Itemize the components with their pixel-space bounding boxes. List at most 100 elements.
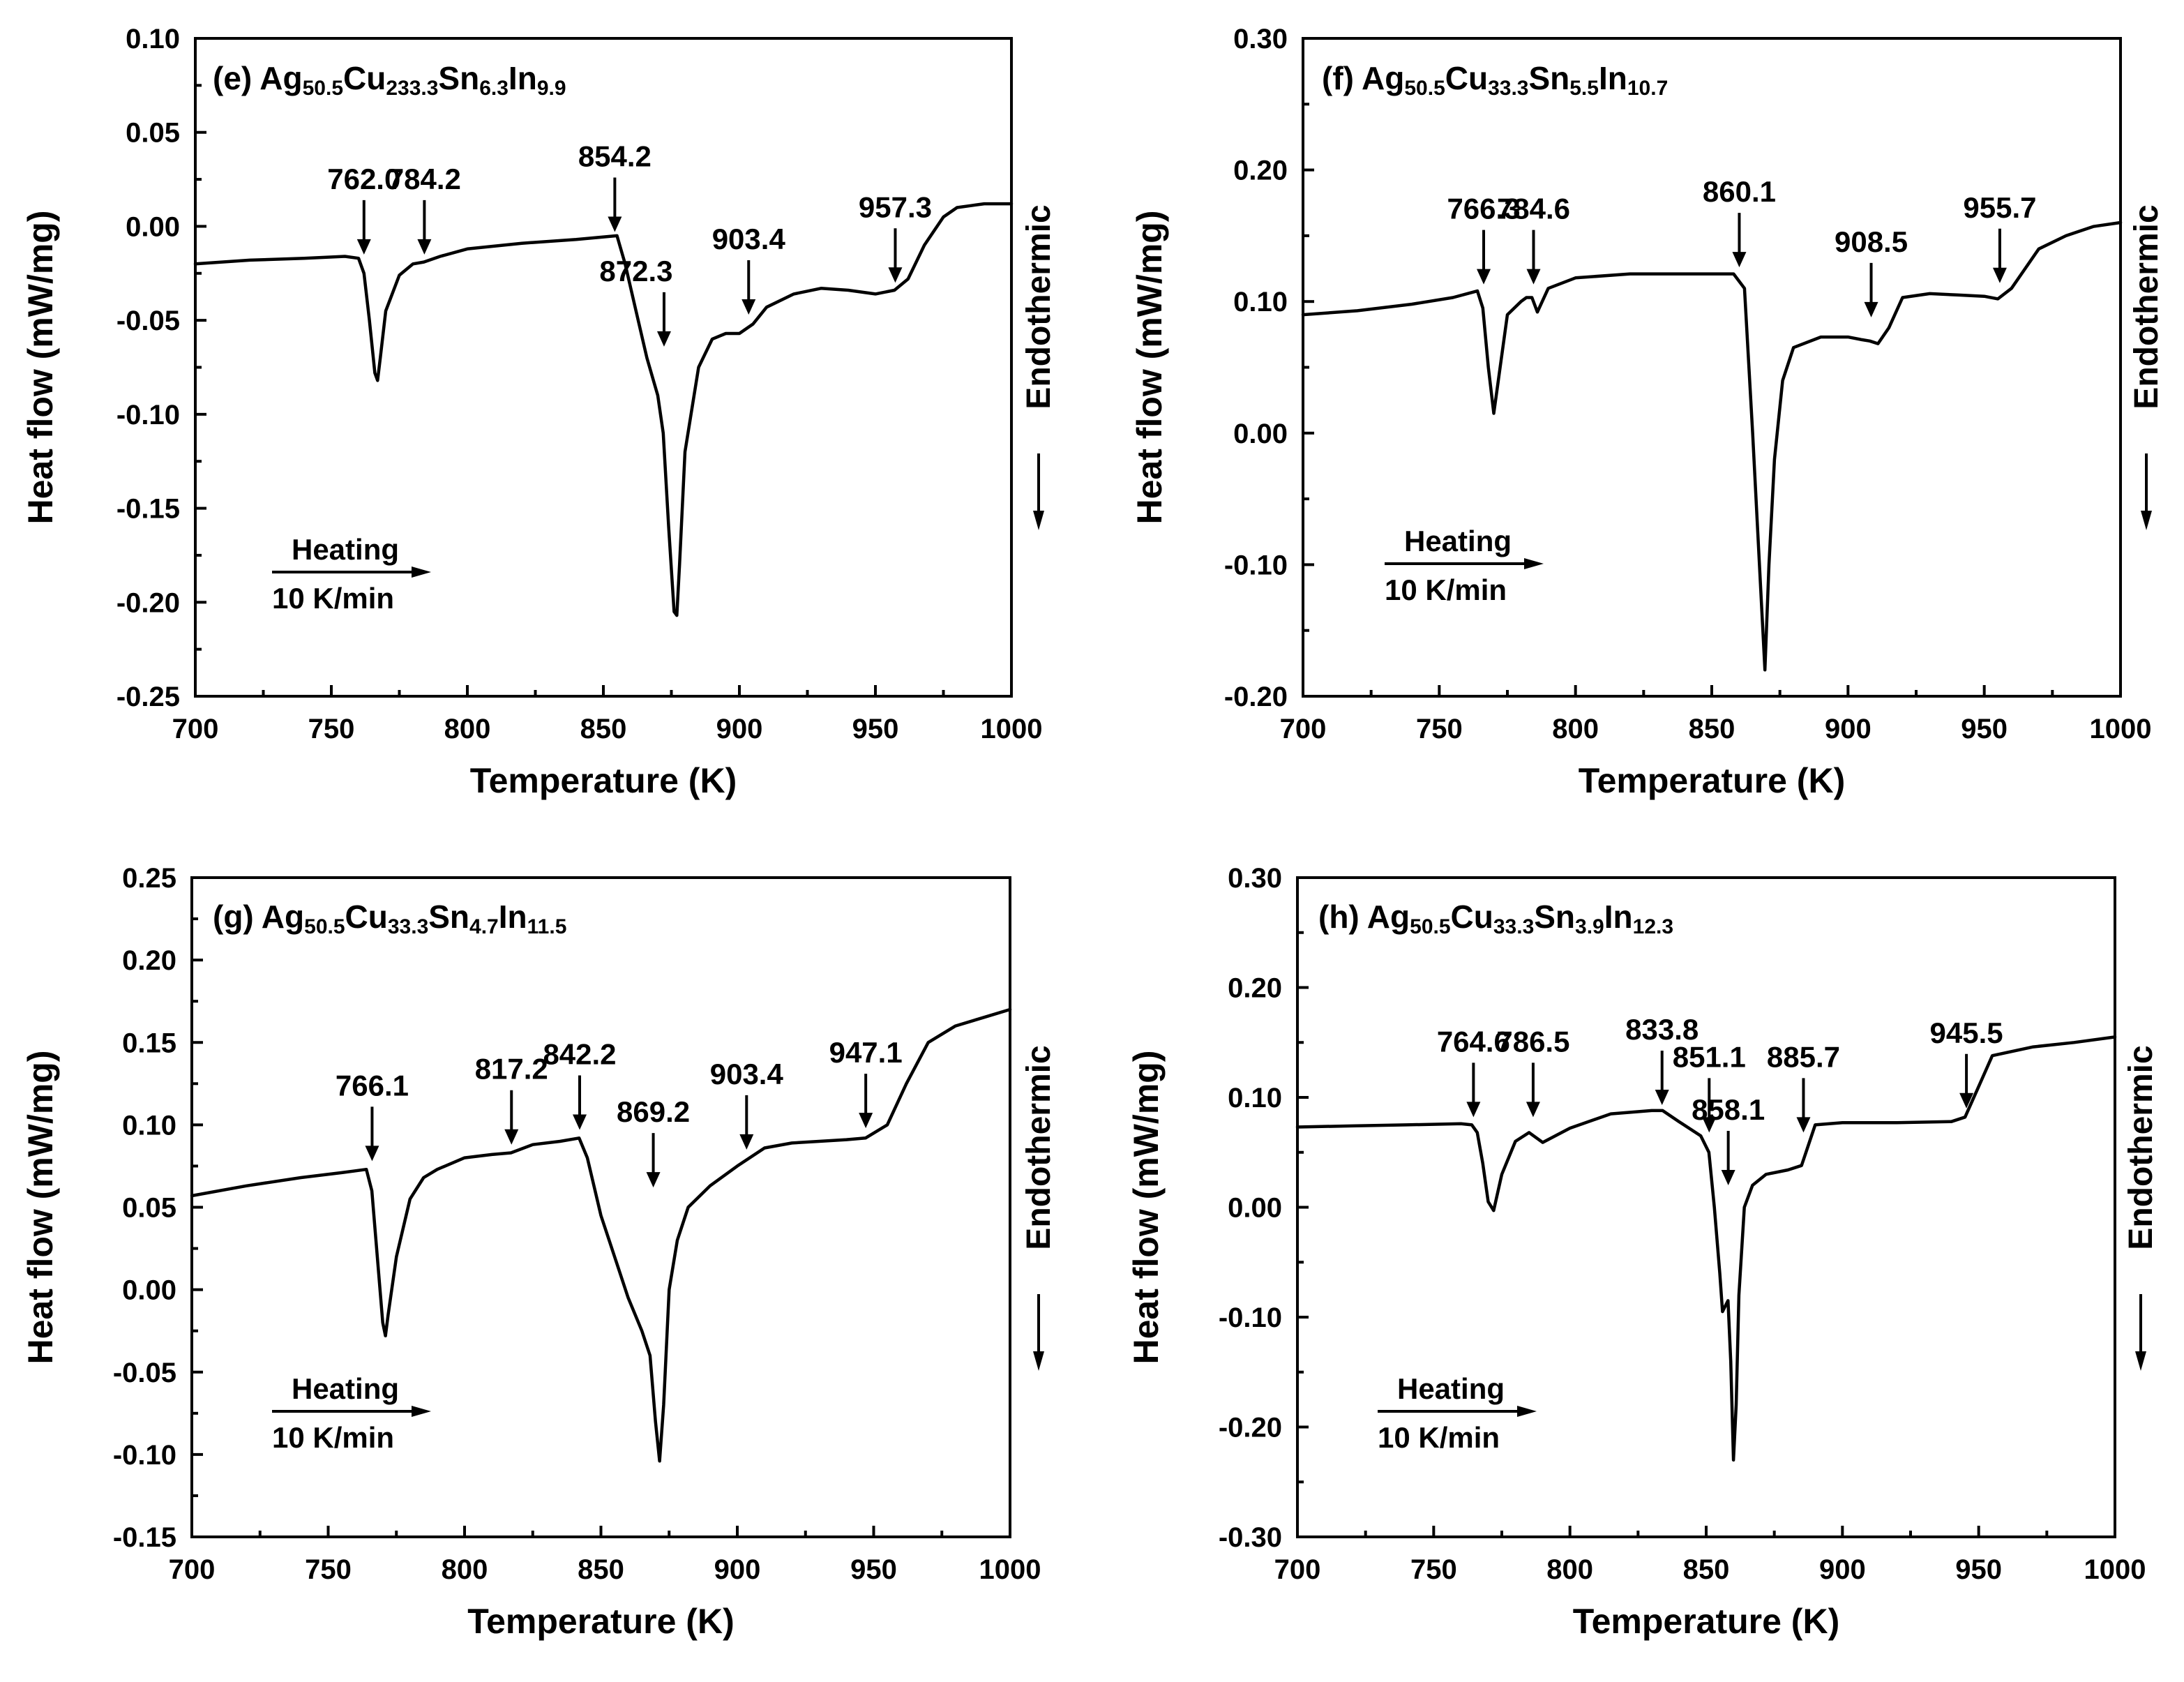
annotation-label: 766.1: [336, 1069, 409, 1102]
endothermic-arrow-head: [2135, 1351, 2146, 1371]
y-tick-label: -0.20: [1219, 1413, 1282, 1443]
y-axis-label: Heat flow (mW/mg): [1127, 1051, 1166, 1365]
annotation-arrow-head: [1526, 269, 1541, 285]
endothermic-note: Endothermic: [1021, 204, 1057, 530]
title-text: Cu: [345, 899, 388, 935]
x-tick-label: 750: [305, 1554, 352, 1585]
annotation-arrow-head: [573, 1114, 587, 1130]
title-subscript: 50.5: [303, 77, 343, 100]
title-text: In: [509, 60, 537, 96]
title-text: (g) Ag: [213, 899, 304, 935]
annotation-869.2: 869.2: [617, 1095, 690, 1188]
y-axis-label: Heat flow (mW/mg): [1130, 211, 1169, 525]
y-axis-label: Heat flow (mW/mg): [21, 211, 60, 525]
annotation-arrow-head: [1721, 1170, 1735, 1185]
endothermic-arrow-head: [1033, 511, 1044, 530]
dsc-curve: [1301, 220, 2123, 672]
title-subscript: 33.3: [1488, 77, 1528, 100]
x-tick-label: 850: [578, 1554, 624, 1585]
annotation-784.2: 784.2: [388, 163, 461, 255]
x-tick-label: 750: [1416, 714, 1463, 744]
annotation-817.2: 817.2: [475, 1053, 548, 1145]
annotation-842.2: 842.2: [543, 1037, 617, 1130]
title-text: Cu: [1445, 60, 1488, 96]
x-tick-label: 900: [1825, 714, 1872, 744]
annotation-arrow-head: [504, 1129, 519, 1145]
x-tick-label: 950: [1961, 714, 2008, 744]
annotation-arrow-head: [1992, 267, 2007, 283]
x-tick-label: 1000: [979, 1554, 1041, 1585]
annotation-label: 854.2: [578, 140, 652, 173]
x-tick-label: 800: [444, 714, 491, 744]
title-text: Sn: [428, 899, 469, 935]
title-subscript: 11.5: [527, 915, 567, 938]
annotation-arrow-head: [1732, 252, 1747, 268]
title-subscript: 33.3: [388, 915, 428, 938]
x-tick-label: 1000: [2090, 714, 2152, 744]
annotation-903.4: 903.4: [710, 1058, 783, 1150]
annotation-label: 908.5: [1835, 225, 1908, 258]
title-subscript: 9.9: [537, 77, 566, 100]
annotation-label: 903.4: [712, 223, 786, 255]
annotation-833.8: 833.8: [1625, 1013, 1699, 1106]
annotation-860.1: 860.1: [1703, 175, 1776, 268]
heating-note: Heating 10 K/min: [1378, 1372, 1537, 1454]
annotation-908.5: 908.5: [1835, 225, 1908, 317]
title-text: In: [1604, 899, 1633, 935]
panel-e: 700 750 800 850 900 950 1000 0.10 0.05 0.00 -0.05 -…: [21, 24, 1057, 800]
title-subscript: 50.5: [1410, 915, 1450, 938]
x-tick-label: 950: [852, 714, 899, 744]
heating-note: Heating 10 K/min: [1385, 525, 1544, 606]
annotation-872.3: 872.3: [599, 255, 673, 347]
dsc-curve: [1295, 1035, 2117, 1462]
y-tick-label: -0.10: [116, 400, 180, 430]
y-tick-label: 0.05: [122, 1193, 176, 1224]
annotation-885.7: 885.7: [1767, 1040, 1840, 1133]
y-tick-label: -0.10: [1224, 550, 1288, 580]
y-tick-label: 0.10: [1228, 1083, 1282, 1113]
y-tick-label: 0.00: [1228, 1193, 1282, 1224]
heating-label: Heating: [292, 533, 399, 566]
annotation-label: 842.2: [543, 1037, 616, 1070]
heating-label: Heating: [292, 1372, 399, 1405]
annotation-arrow-head: [741, 299, 756, 315]
x-tick-label: 700: [169, 1554, 216, 1585]
annotation-label: 833.8: [1625, 1013, 1699, 1046]
y-tick-label: -0.25: [116, 682, 180, 712]
endothermic-arrow-head: [1033, 1351, 1044, 1371]
x-tick-label: 800: [1546, 1554, 1593, 1585]
annotation-arrow-head: [608, 216, 622, 232]
annotation-label: 947.1: [829, 1036, 903, 1069]
annotation-arrow-head: [1655, 1090, 1669, 1106]
heating-note: Heating 10 K/min: [272, 1372, 431, 1454]
y-tick-label: 0.15: [122, 1028, 176, 1058]
annotation-851.1: 851.1: [1673, 1040, 1746, 1133]
title-subscript: 50.5: [1404, 77, 1445, 100]
panel-title: (e) Ag50.5Cu233.3Sn6.3In9.9: [213, 60, 566, 100]
title-subscript: 233.3: [386, 77, 438, 100]
annotation-784.6: 784.6: [1497, 193, 1570, 285]
title-text: Sn: [438, 60, 479, 96]
annotation-arrow-head: [1864, 301, 1878, 317]
rate-label: 10 K/min: [272, 1421, 394, 1454]
annotation-label: 784.2: [388, 163, 461, 195]
annotation-arrow-head: [1959, 1092, 1974, 1109]
endothermic-note: Endothermic: [2128, 204, 2165, 530]
title-subscript: 50.5: [304, 915, 345, 938]
annotation-854.2: 854.2: [578, 140, 652, 232]
title-subscript: 6.3: [479, 77, 509, 100]
rate-label: 10 K/min: [1385, 573, 1507, 606]
heating-note: Heating 10 K/min: [272, 533, 431, 615]
x-tick-label: 900: [716, 714, 763, 744]
annotation-label: 957.3: [859, 190, 932, 223]
panel-title: (h) Ag50.5Cu33.3Sn3.9In12.3: [1318, 899, 1673, 938]
x-axis-label: Temperature (K): [467, 1602, 734, 1641]
annotation-label: 955.7: [1963, 191, 2036, 224]
title-text: (h) Ag: [1318, 899, 1410, 935]
panel-title: (g) Ag50.5Cu33.3Sn4.7In11.5: [213, 899, 566, 938]
x-tick-label: 900: [714, 1554, 761, 1585]
annotation-arrow-head: [1477, 269, 1491, 285]
title-text: In: [1599, 60, 1627, 96]
annotation-arrow-head: [1702, 1117, 1717, 1133]
